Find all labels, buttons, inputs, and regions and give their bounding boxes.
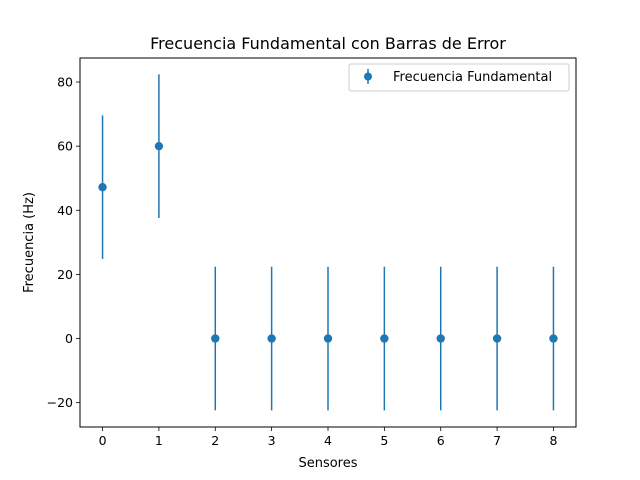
x-tick-label: 2	[211, 433, 219, 448]
data-point	[98, 182, 107, 192]
x-tick-label: 4	[324, 433, 332, 448]
data-point	[549, 334, 558, 343]
y-tick-label: 80	[57, 75, 73, 90]
x-tick-label: 7	[493, 433, 501, 448]
data-point	[380, 334, 389, 343]
x-axis-label: Sensores	[298, 456, 357, 471]
data-point	[267, 334, 276, 343]
data-point	[211, 334, 220, 343]
data-point	[492, 334, 502, 343]
legend: Frecuencia Fundamental	[348, 63, 570, 92]
y-tick-label: 60	[57, 139, 73, 154]
x-tick-label: 8	[549, 433, 557, 448]
legend-box	[348, 63, 570, 92]
data-point	[323, 334, 333, 343]
legend-label: Frecuencia Fundamental	[393, 70, 552, 85]
x-tick-label: 1	[155, 433, 163, 448]
y-tick-label: −20	[47, 395, 73, 410]
x-tick-label: 3	[268, 433, 276, 448]
x-tick-label: 0	[99, 433, 107, 448]
legend-marker	[364, 72, 372, 81]
data-point	[436, 334, 445, 343]
x-tick-label: 5	[380, 433, 388, 448]
x-tick-label: 6	[437, 433, 445, 448]
chart-title: Frecuencia Fundamental con Barras de Err…	[150, 34, 506, 53]
plot-area	[98, 74, 558, 411]
y-tick-label: 0	[65, 331, 73, 346]
y-tick-label: 40	[57, 203, 73, 218]
y-axis-label: Frecuencia (Hz)	[22, 192, 37, 293]
data-point	[154, 141, 164, 151]
y-tick-label: 20	[57, 267, 73, 282]
